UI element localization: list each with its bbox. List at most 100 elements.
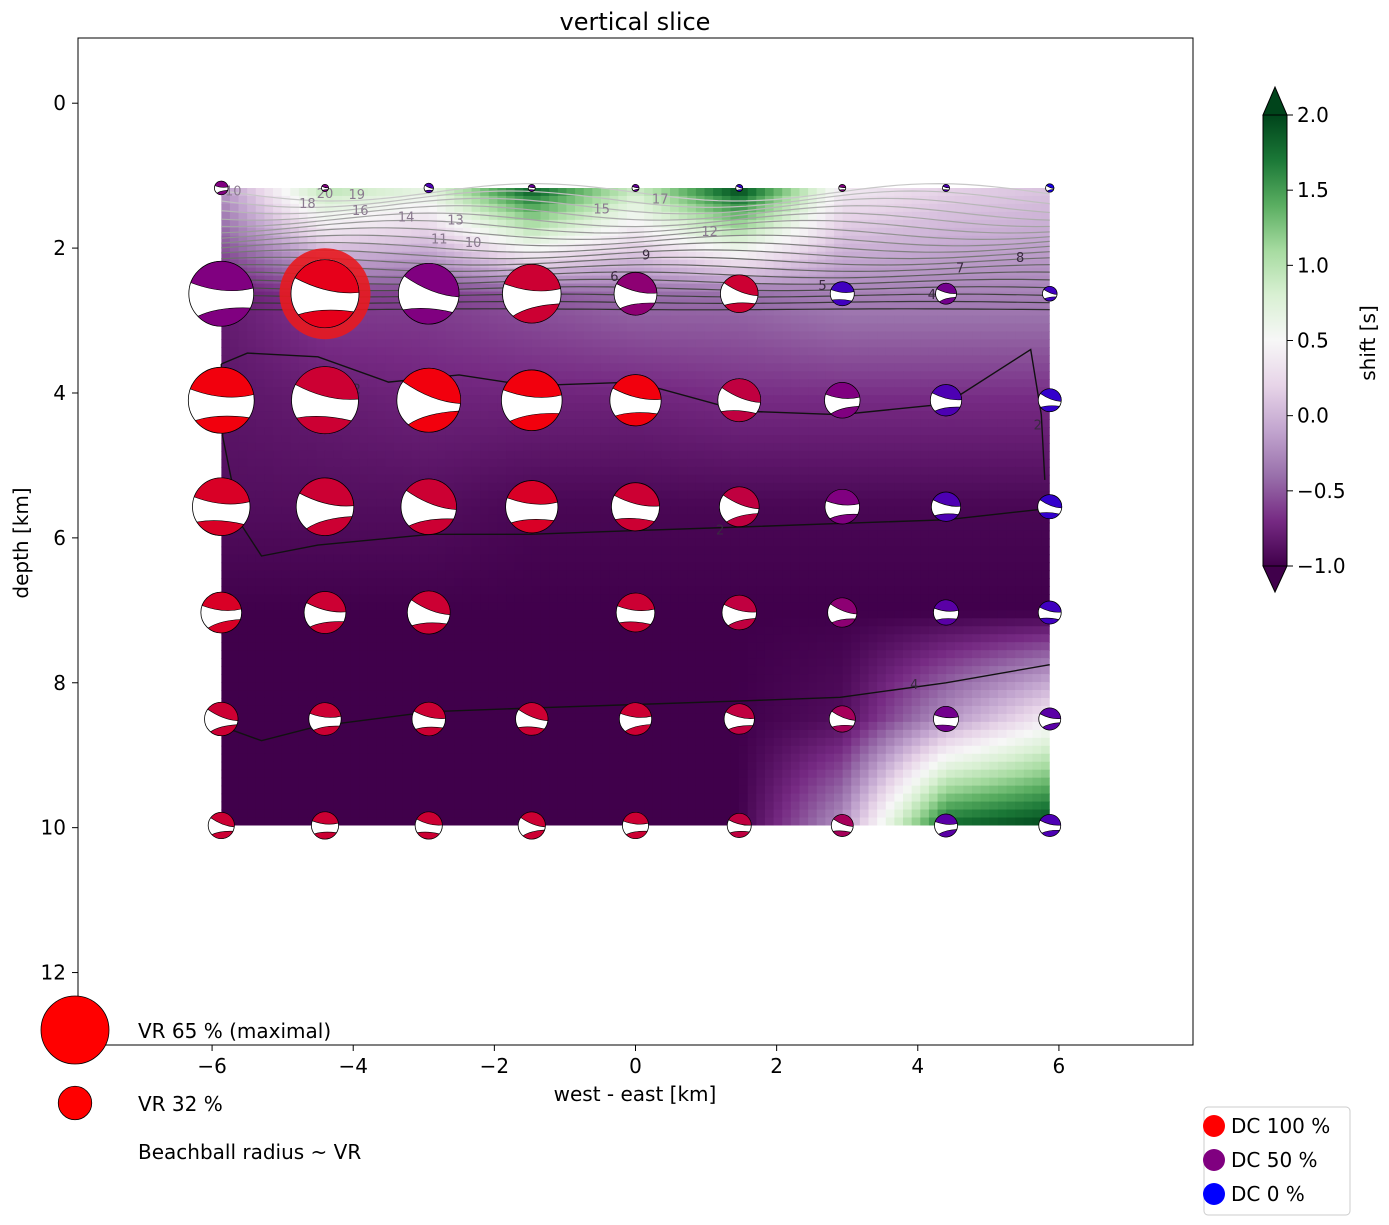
heatmap-cell (1023, 538, 1034, 548)
heatmap-cell (842, 355, 852, 364)
heatmap-cell (808, 546, 818, 556)
heatmap-cell (583, 458, 593, 468)
heatmap-cell (859, 323, 870, 333)
heatmap-cell (885, 339, 895, 348)
heatmap-cell (402, 339, 412, 348)
heatmap-cell (609, 458, 619, 468)
heatmap-cell (652, 347, 662, 356)
heatmap-cell (255, 331, 266, 340)
heatmap-cell (290, 570, 300, 580)
heatmap-cell (825, 195, 835, 205)
heatmap-cell (480, 363, 490, 372)
heatmap-cell (782, 187, 792, 197)
heatmap-cell (1023, 450, 1034, 460)
heatmap-cell (402, 538, 412, 548)
heatmap-cell (989, 538, 999, 548)
heatmap-cell (833, 331, 844, 340)
heatmap-cell (626, 323, 637, 333)
heatmap-cell (273, 466, 283, 476)
heatmap-cell (756, 363, 766, 372)
heatmap-cell (523, 594, 533, 603)
heatmap-cell (928, 355, 939, 364)
heatmap-cell (972, 315, 982, 325)
heatmap-cell (480, 339, 490, 348)
heatmap-cell (713, 594, 723, 603)
heatmap-cell (592, 514, 602, 524)
heatmap-cell (557, 363, 568, 372)
heatmap-cell (367, 259, 378, 269)
heatmap-cell (342, 339, 352, 348)
heatmap-cell (393, 498, 404, 508)
heatmap-cell (868, 259, 878, 269)
heatmap-cell (393, 594, 404, 603)
heatmap-cell (583, 219, 593, 229)
heatmap-cell (273, 554, 283, 564)
heatmap-cell (419, 211, 429, 221)
heatmap-cell (273, 490, 283, 500)
heatmap-cell (419, 195, 429, 205)
heatmap-cell (1032, 514, 1042, 524)
heatmap-cell (600, 243, 611, 253)
heatmap-cell (583, 283, 593, 293)
heatmap-cell (359, 538, 369, 548)
heatmap-cell (445, 586, 455, 595)
heatmap-cell (1032, 522, 1042, 532)
heatmap-cell (816, 546, 826, 556)
heatmap-cell (557, 251, 568, 261)
heatmap-cell (954, 562, 965, 572)
heatmap-cell (773, 594, 783, 603)
heatmap-cell (972, 355, 982, 364)
heatmap-cell (549, 458, 559, 468)
heatmap-cell (255, 538, 266, 548)
heatmap-cell (385, 267, 395, 277)
heatmap-cell (402, 578, 412, 588)
heatmap-cell (851, 363, 861, 372)
heatmap-cell (833, 267, 844, 277)
heatmap-cell (997, 243, 1008, 253)
heatmap-cell (600, 307, 611, 317)
heatmap-cell (290, 243, 300, 253)
heatmap-cell (575, 195, 585, 205)
heatmap-cell (531, 219, 542, 229)
heatmap-cell (445, 562, 455, 572)
heatmap-cell (799, 275, 809, 285)
heatmap-cell (411, 458, 421, 468)
heatmap-cell (946, 570, 956, 580)
heatmap-cell (678, 403, 688, 412)
heatmap-cell (652, 427, 662, 436)
heatmap-cell (618, 315, 628, 325)
heatmap-cell (583, 355, 593, 364)
heatmap-cell (238, 546, 248, 556)
heatmap-cell (1006, 578, 1016, 588)
heatmap-cell (808, 251, 818, 261)
heatmap-cell (764, 546, 775, 556)
heatmap-cell (670, 586, 680, 595)
heatmap-cell (635, 243, 645, 253)
heatmap-cell (687, 251, 697, 261)
heatmap-cell (1015, 530, 1025, 540)
heatmap-cell (747, 259, 757, 269)
heatmap-cell (600, 458, 611, 468)
heatmap-cell (859, 435, 870, 444)
heatmap-cell (506, 243, 516, 253)
heatmap-cell (350, 187, 360, 197)
heatmap-cell (739, 562, 749, 572)
heatmap-cell (506, 458, 516, 468)
heatmap-cell (273, 251, 283, 261)
heatmap-cell (997, 227, 1008, 237)
heatmap-cell (471, 275, 481, 285)
heatmap-cell (997, 187, 1008, 197)
heatmap-cell (972, 411, 982, 420)
heatmap-cell (566, 211, 576, 221)
heatmap-cell (997, 506, 1008, 516)
heatmap-cell (255, 227, 266, 237)
heatmap-cell (419, 323, 429, 333)
heatmap-cell (290, 594, 300, 603)
heatmap-cell (1023, 315, 1034, 325)
heatmap-cell (307, 211, 317, 221)
heatmap-cell (583, 259, 593, 269)
heatmap-cell (592, 235, 602, 245)
heatmap-cell (816, 267, 826, 277)
heatmap-cell (411, 243, 421, 253)
heatmap-cell (644, 235, 654, 245)
